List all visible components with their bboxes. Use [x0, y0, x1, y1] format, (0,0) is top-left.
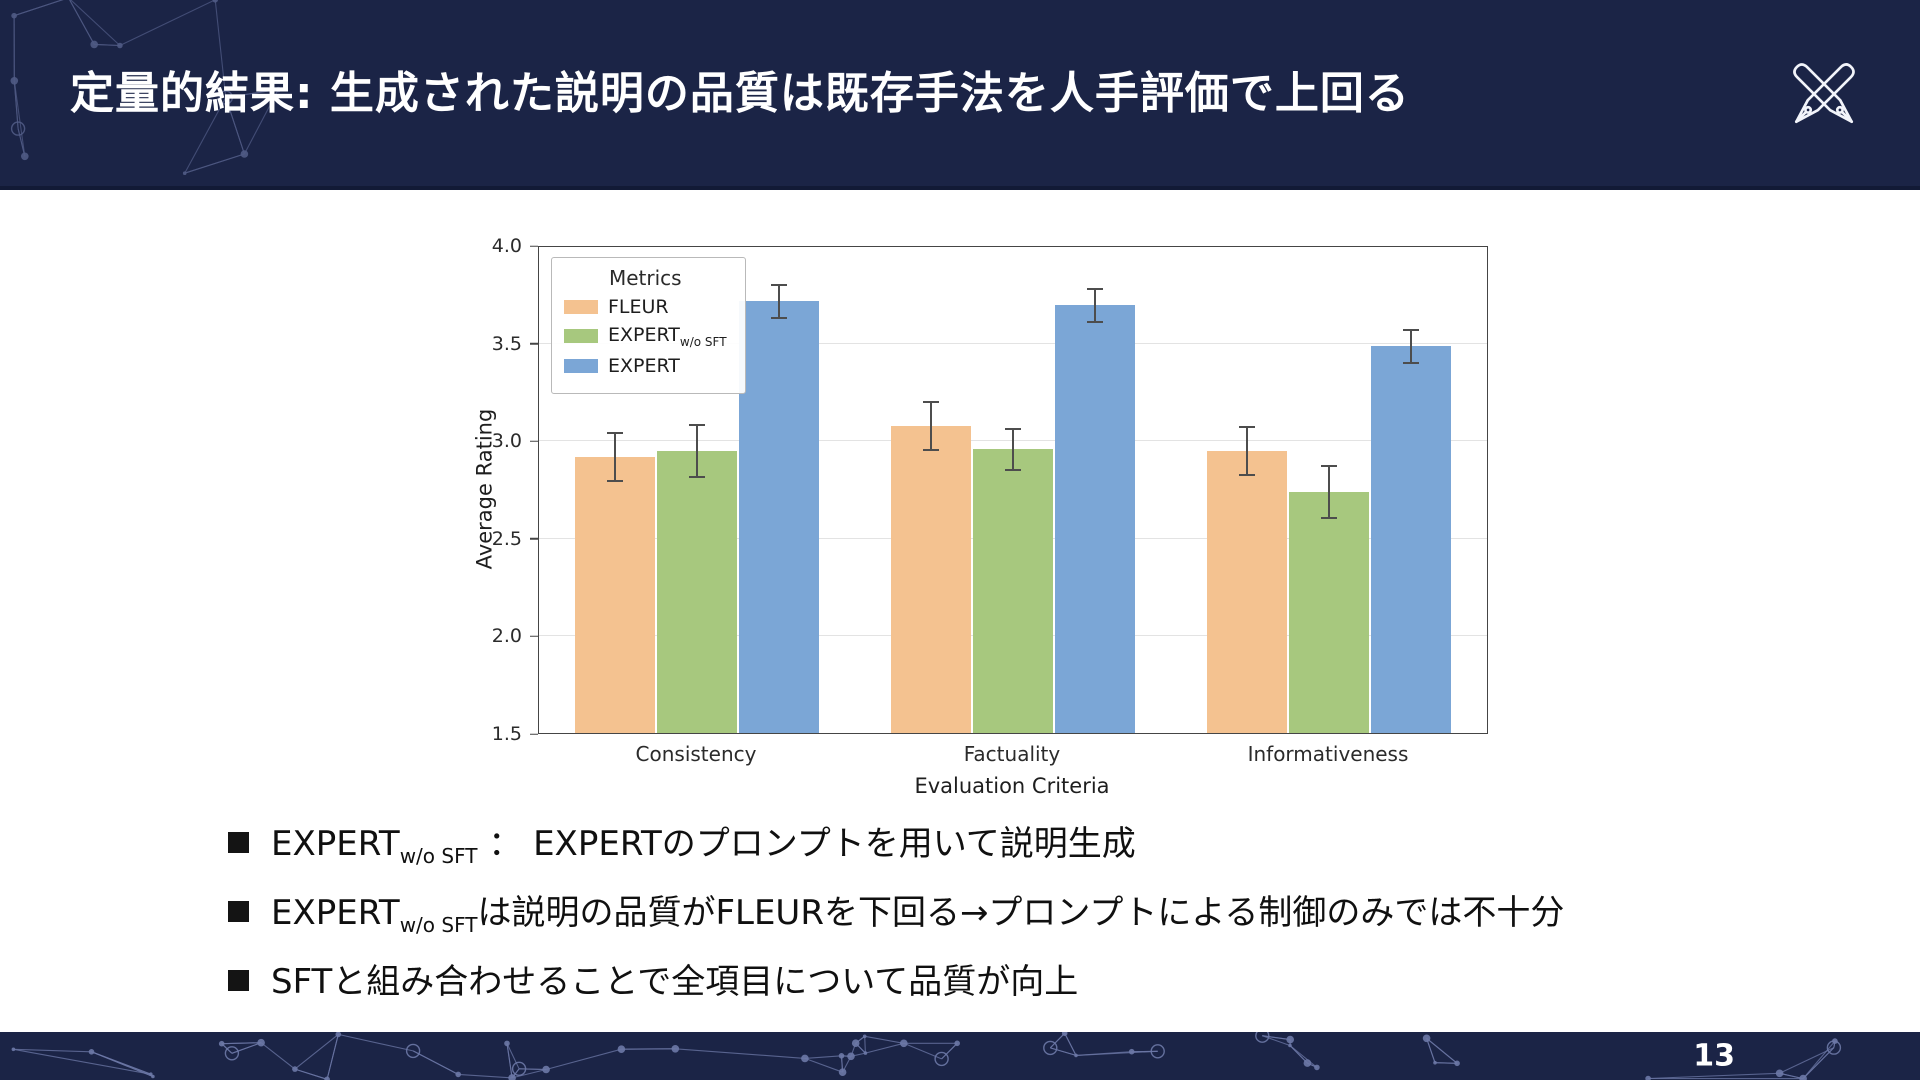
bar [739, 283, 819, 733]
bar [1055, 287, 1135, 733]
bullet-text: EXPERT [271, 892, 400, 933]
bar-group [1171, 247, 1487, 733]
x-tick-label: Informativeness [1247, 742, 1409, 766]
error-bar [1328, 464, 1330, 520]
y-tick-mark [530, 245, 538, 247]
legend-entry: FLEUR [564, 296, 727, 318]
chart-legend: Metrics FLEUR EXPERTw/o SFT EXPERT [551, 257, 746, 394]
legend-title: Metrics [608, 266, 682, 290]
error-bar [614, 431, 616, 483]
bullet-item: EXPERTw/o SFT ： EXPERTのプロンプトを用いて説明生成 [228, 816, 1564, 885]
slide-footer: 13 [0, 1032, 1920, 1080]
bullet-subscript: w/o SFT [399, 912, 478, 937]
y-tick-mark [530, 440, 538, 442]
bullet-item: EXPERTw/o SFTは説明の品質がFLEURを下回る→プロンプトによる制御… [228, 885, 1564, 954]
y-tick-label: 3.0 [491, 430, 522, 453]
error-bar [696, 423, 698, 479]
y-tick-mark [530, 733, 538, 735]
bar-chart-figure: Average Rating 1.5 2.0 2.5 3.0 3.5 4.0 Metric… [460, 235, 1505, 808]
bullet-text: ： EXPERTのプロンプトを用いて説明生成 [477, 824, 1136, 864]
bar-groups [539, 247, 1487, 733]
y-axis-ticks: 1.5 2.0 2.5 3.0 3.5 4.0 [460, 235, 538, 745]
bar [575, 431, 655, 733]
bar-group [855, 247, 1171, 733]
slide-header: 定量的結果: 生成された説明の品質は既存手法を人手評価で上回る [0, 0, 1920, 190]
x-tick-label: Consistency [635, 742, 757, 766]
x-axis-tick-labels: Consistency Factuality Informativeness [538, 742, 1486, 766]
legend-label-subscript: w/o SFT [679, 334, 727, 349]
y-tick-label: 4.0 [491, 235, 522, 257]
error-bar [778, 283, 780, 319]
error-bar [1094, 287, 1096, 323]
x-tick-label: Factuality [963, 742, 1061, 766]
error-bar [1246, 425, 1248, 477]
bar [973, 427, 1053, 733]
bullet-text: は説明の品質がFLEURを下回る→プロンプトによる制御のみでは不十分 [477, 892, 1565, 933]
legend-swatch [564, 300, 598, 314]
legend-swatch [564, 329, 598, 344]
bar [657, 423, 737, 733]
bullet-text: SFTと組み合わせることで全項目について品質が向上 [271, 961, 1079, 1002]
gridline [539, 343, 1487, 345]
legend-label-text: EXPERT [608, 324, 680, 346]
plot-area: Metrics FLEUR EXPERTw/o SFT EXPERT [538, 246, 1488, 734]
legend-entry: EXPERT [564, 355, 727, 377]
bar-group [539, 247, 855, 733]
error-bar [930, 400, 932, 452]
slide-title: 定量的結果: 生成された説明の品質は既存手法を人手評価で上回る [70, 67, 1410, 119]
bar [891, 400, 971, 733]
legend-label: EXPERT [608, 355, 680, 377]
legend-label: FLEUR [608, 296, 669, 318]
bar [1207, 425, 1287, 733]
bar [1289, 464, 1369, 733]
legend-entry: EXPERTw/o SFT [564, 324, 727, 349]
x-axis-label: Evaluation Criteria [914, 774, 1110, 798]
error-bar [1410, 328, 1412, 364]
error-bar [1012, 427, 1014, 471]
bullet-subscript: w/o SFT [399, 843, 478, 868]
legend-label: EXPERTw/o SFT [608, 324, 727, 349]
crossed-pens-logo-icon [1793, 63, 1855, 124]
bullet-list: EXPERTw/o SFT ： EXPERTのプロンプトを用いて説明生成 EXPE… [228, 816, 1564, 1011]
y-tick-mark [530, 635, 538, 638]
y-tick-mark [530, 342, 538, 345]
constellation-pattern-icon [11, 1032, 1842, 1080]
bullet-marker-icon [228, 969, 249, 991]
page-number: 13 [1693, 1038, 1735, 1074]
legend-swatch [564, 358, 598, 373]
bullet-text: EXPERT [271, 824, 400, 864]
legend-entries: FLEUR EXPERTw/o SFT EXPERT [564, 296, 727, 377]
y-tick-label: 3.5 [491, 332, 522, 355]
y-tick-label: 2.0 [491, 625, 522, 648]
bar [1371, 328, 1451, 733]
bullet-marker-icon [228, 900, 249, 922]
legend-label-text: EXPERT [608, 354, 680, 377]
bullet-item: SFTと組み合わせることで全項目について品質が向上 [228, 954, 1564, 1011]
y-tick-label: 1.5 [491, 723, 522, 745]
y-tick-mark [530, 538, 538, 540]
y-tick-label: 2.5 [491, 527, 522, 550]
legend-label-text: FLEUR [608, 296, 669, 318]
bullet-marker-icon [228, 832, 249, 853]
